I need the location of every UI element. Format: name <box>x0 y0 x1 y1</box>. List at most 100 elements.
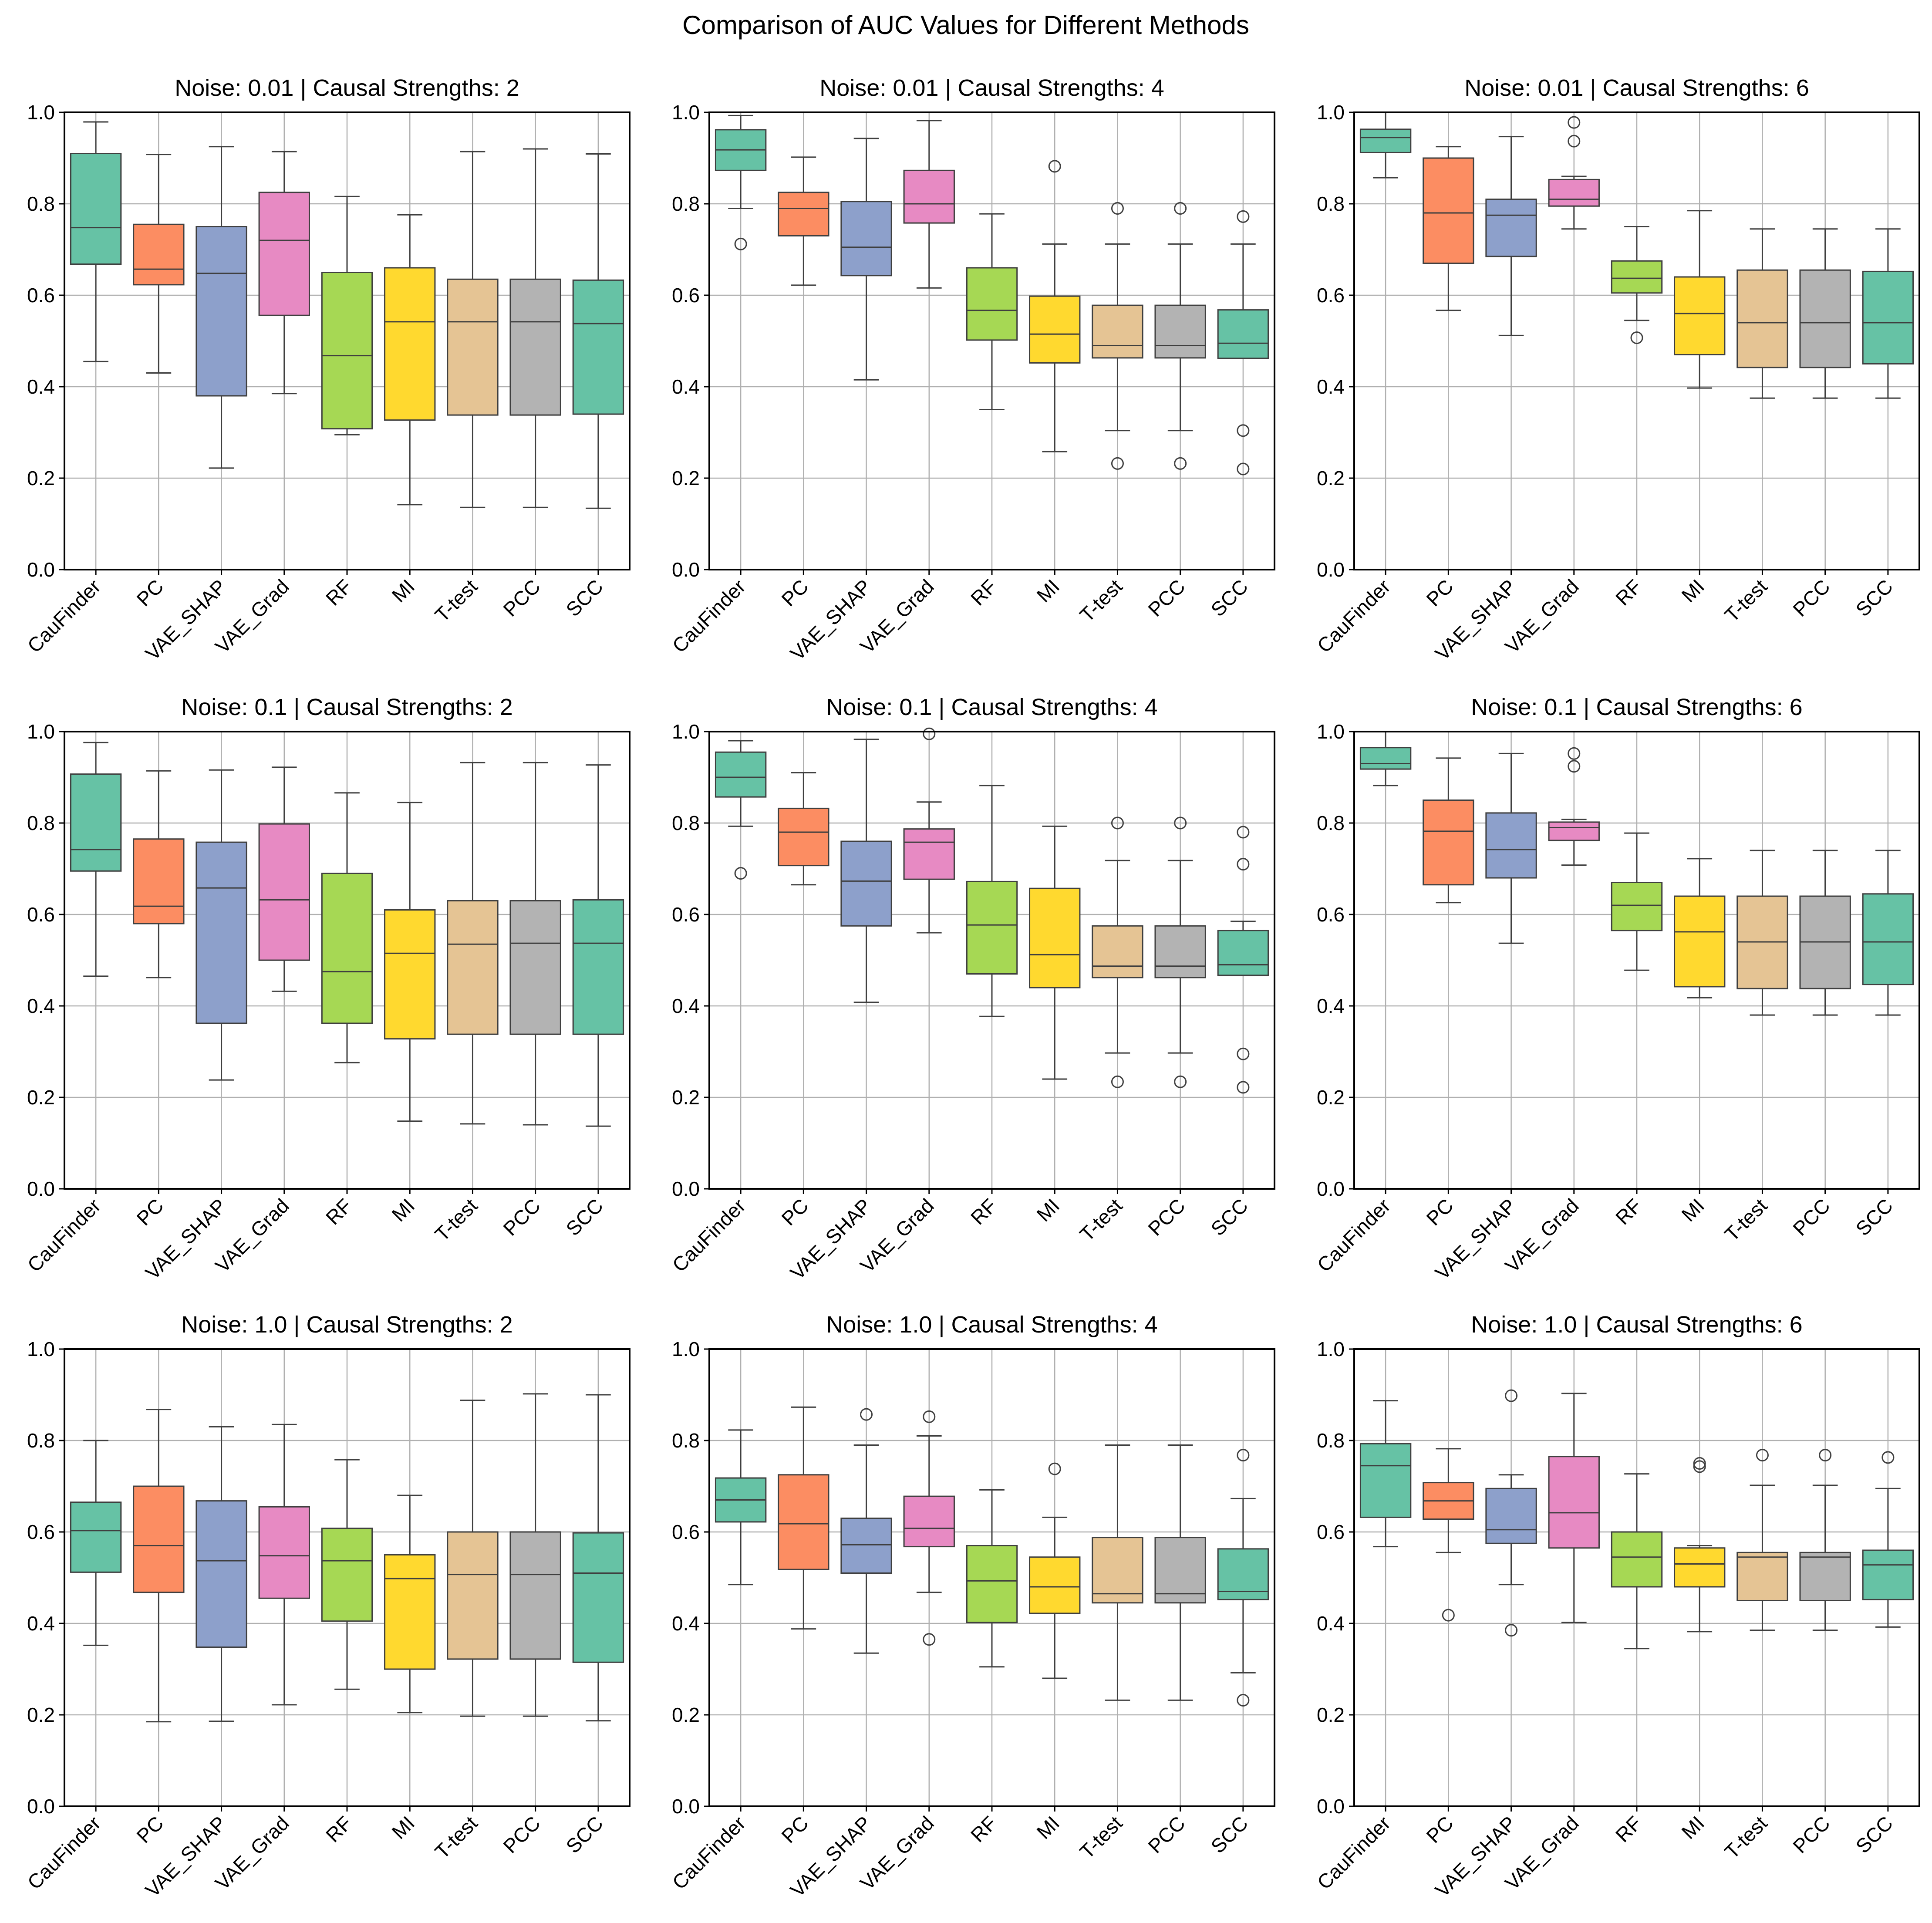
iqr-box <box>1154 304 1206 359</box>
iqr-box <box>1799 1552 1851 1601</box>
iqr-box <box>1359 1443 1412 1518</box>
iqr-box <box>1548 179 1600 207</box>
box-SCC <box>572 1394 624 1722</box>
iqr-box <box>133 1485 185 1593</box>
iqr-box <box>1611 882 1663 931</box>
axes-frame <box>708 111 1275 570</box>
figure-title: Comparison of AUC Values for Different M… <box>682 10 1249 40</box>
subplot-7: Noise: 1.0 | Causal Strengths: 2 0.0 0.2 0.… <box>23 1312 631 1901</box>
box-MI <box>1674 858 1726 999</box>
iqr-box <box>840 201 892 277</box>
iqr-box <box>70 1501 122 1573</box>
outlier-point <box>1174 1075 1187 1088</box>
box-VAE_SHAP <box>1485 752 1537 944</box>
outlier-point <box>1237 462 1250 476</box>
iqr-box <box>1485 1488 1537 1544</box>
subplot-title: Noise: 0.1 | Causal Strengths: 4 <box>826 694 1157 720</box>
box-PC <box>133 1409 185 1723</box>
box-VAE_SHAP <box>1485 1389 1537 1637</box>
box-PC <box>778 772 829 886</box>
y-tick-label: 0.6 <box>672 284 700 307</box>
box-CauFinder <box>715 740 767 880</box>
iqr-box <box>447 278 499 416</box>
y-tick-label: 0.8 <box>27 812 55 834</box>
iqr-box <box>384 909 436 1040</box>
box-T-test <box>1736 228 1788 399</box>
box-VAE_SHAP <box>1485 136 1537 336</box>
box-RF <box>321 792 373 1063</box>
box-VAE_SHAP <box>196 1426 247 1722</box>
outlier-point <box>1237 424 1250 437</box>
iqr-box <box>1736 1552 1788 1601</box>
iqr-box <box>966 881 1018 975</box>
box-CauFinder <box>1359 111 1412 179</box>
outlier-point <box>1693 1460 1706 1473</box>
iqr-box <box>1092 925 1143 978</box>
box-CauFinder <box>1359 731 1412 786</box>
subplot-title: Noise: 0.1 | Causal Strengths: 2 <box>181 694 513 720</box>
box-PCC <box>1799 850 1851 1016</box>
box-SCC <box>572 153 624 509</box>
box-VAE_SHAP <box>840 138 892 381</box>
outlier-point <box>1568 760 1581 773</box>
iqr-box <box>1862 1549 1914 1600</box>
y-tick-label: 0.0 <box>1317 1177 1345 1200</box>
y-tick-label: 0.0 <box>27 1177 55 1200</box>
subplot-title: Noise: 1.0 | Causal Strengths: 2 <box>181 1312 513 1338</box>
iqr-box <box>840 1518 892 1574</box>
iqr-box <box>1611 260 1663 294</box>
iqr-box <box>321 272 373 430</box>
iqr-box <box>966 267 1018 341</box>
y-tick-label: 0.4 <box>672 995 700 1017</box>
outlier-point <box>923 1633 936 1646</box>
subplot-title: Noise: 0.01 | Causal Strengths: 4 <box>819 75 1164 101</box>
axes-frame <box>1353 731 1920 1190</box>
subplot-title: Noise: 0.01 | Causal Strengths: 2 <box>175 75 519 101</box>
box-VAE_Grad <box>258 766 310 992</box>
iqr-box <box>1674 276 1726 355</box>
iqr-box <box>1029 295 1081 364</box>
box-T-test <box>1736 1449 1788 1631</box>
box-VAE_Grad <box>258 1424 310 1706</box>
outlier-point <box>860 1408 873 1421</box>
axes-frame <box>1353 111 1920 570</box>
subplot-title: Noise: 0.01 | Causal Strengths: 6 <box>1464 75 1809 101</box>
outlier-point <box>1568 135 1581 148</box>
outlier-point <box>1756 1449 1769 1462</box>
iqr-box <box>1092 1537 1143 1604</box>
box-PCC <box>1799 1449 1851 1631</box>
outlier-point <box>1505 1389 1518 1402</box>
outlier-point <box>734 237 747 250</box>
box-SCC <box>1217 826 1269 1094</box>
box-PCC <box>1154 202 1206 470</box>
box-RF <box>966 213 1018 410</box>
iqr-box <box>1548 1456 1600 1549</box>
axes-frame <box>1353 1348 1920 1807</box>
y-tick-label: 0.4 <box>672 1612 700 1635</box>
axes-frame <box>708 1348 1275 1807</box>
iqr-box <box>572 279 624 415</box>
y-tick-label: 1.0 <box>672 1338 700 1360</box>
y-tick-label: 0.6 <box>1317 903 1345 926</box>
iqr-box <box>258 192 310 316</box>
y-tick-label: 0.8 <box>672 1429 700 1452</box>
iqr-box <box>196 841 247 1024</box>
box-SCC <box>1217 210 1269 476</box>
axes-frame <box>64 731 631 1190</box>
iqr-box <box>196 1500 247 1648</box>
box-PC <box>1423 1448 1474 1622</box>
y-tick-label: 0.6 <box>1317 284 1345 307</box>
box-T-test <box>447 1400 499 1717</box>
y-tick-label: 0.6 <box>672 1521 700 1543</box>
iqr-box <box>572 899 624 1035</box>
y-tick-label: 0.0 <box>672 1795 700 1818</box>
y-tick-label: 0.0 <box>1317 558 1345 581</box>
y-tick-label: 0.2 <box>1317 1086 1345 1109</box>
box-CauFinder <box>715 1429 767 1586</box>
box-VAE_Grad <box>903 120 955 289</box>
outlier-point <box>1568 116 1581 129</box>
subplot-title: Noise: 1.0 | Causal Strengths: 6 <box>1471 1312 1802 1338</box>
iqr-box <box>572 1532 624 1663</box>
iqr-box <box>133 223 185 286</box>
outlier-point <box>1237 826 1250 839</box>
